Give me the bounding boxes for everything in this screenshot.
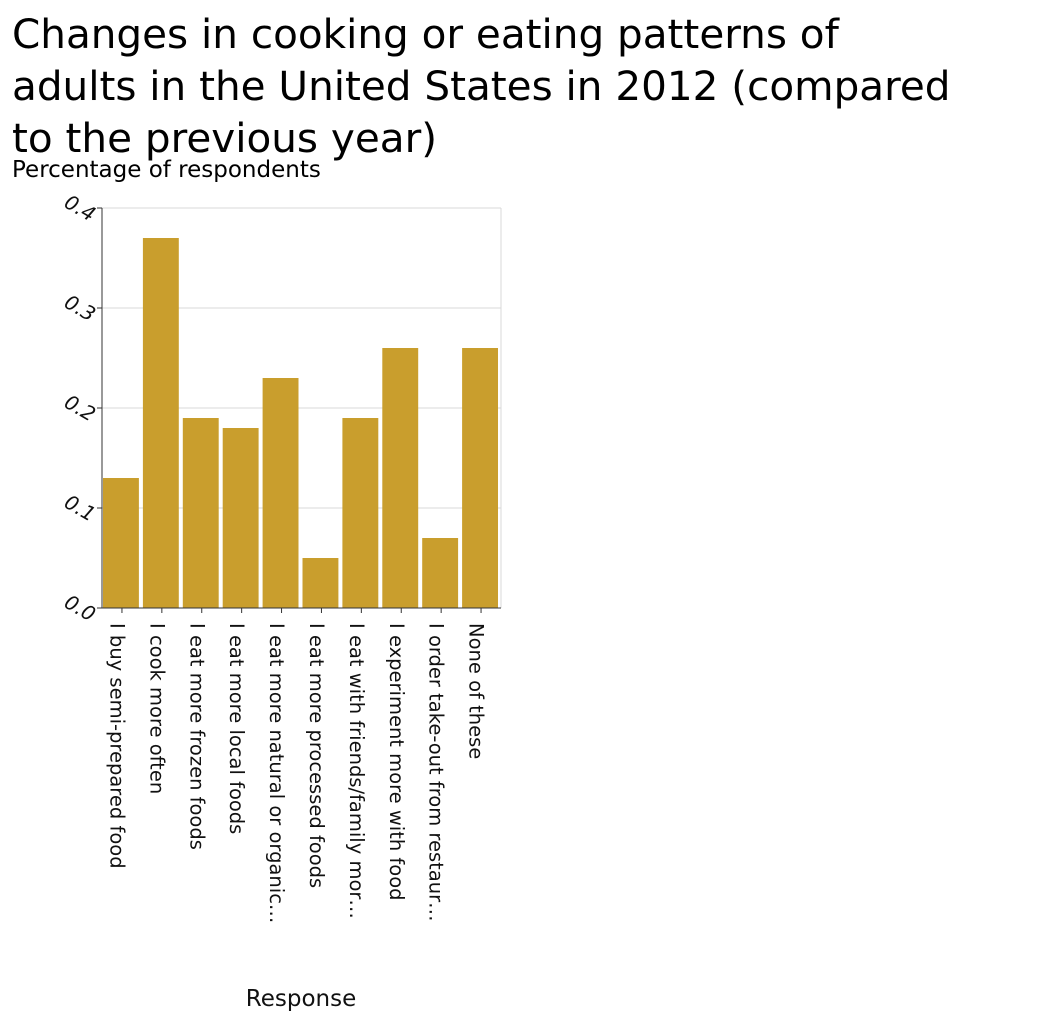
y-axis-label: Percentage of respondents xyxy=(12,157,321,183)
x-tick-label: I eat more frozen foods xyxy=(185,623,208,850)
x-tick-label: I eat more processed foods xyxy=(305,623,328,888)
x-tick-label: I order take-out from restaur… xyxy=(425,623,448,922)
y-tick-label: 0.3 xyxy=(60,290,100,327)
x-tick-label: I buy semi-prepared food xyxy=(105,623,128,869)
x-tick-label: I eat with friends/family mor… xyxy=(345,623,368,919)
x-tick-label: None of these xyxy=(465,623,488,759)
bar xyxy=(342,418,379,608)
bars xyxy=(103,238,498,608)
x-tick-labels: I buy semi-prepared food I cook more ofte… xyxy=(105,623,487,923)
x-tick-label: I eat more natural or organic… xyxy=(265,623,288,923)
bar xyxy=(382,348,419,608)
y-tick-label: 0.4 xyxy=(60,190,100,227)
bar xyxy=(422,538,459,608)
y-tick-label: 0.1 xyxy=(60,490,100,527)
bar xyxy=(142,238,179,608)
y-tick-labels: 0.0 0.1 0.2 0.3 0.4 xyxy=(60,190,100,627)
chart-title: Changes in cooking or eating patterns of… xyxy=(12,10,951,162)
y-tick-label: 0.2 xyxy=(60,390,100,427)
x-tick-label: I cook more often xyxy=(145,623,168,794)
axes xyxy=(97,207,501,613)
bar xyxy=(262,378,299,608)
bar xyxy=(182,418,219,608)
bar xyxy=(462,348,498,608)
bar xyxy=(222,428,259,608)
x-tick-label: I eat more local foods xyxy=(225,623,248,834)
bar xyxy=(302,558,339,608)
x-tick-label: I experiment more with food xyxy=(385,623,408,901)
y-tick-label: 0.0 xyxy=(60,590,100,627)
x-axis-label: Response xyxy=(246,986,356,1012)
bar xyxy=(103,478,139,608)
